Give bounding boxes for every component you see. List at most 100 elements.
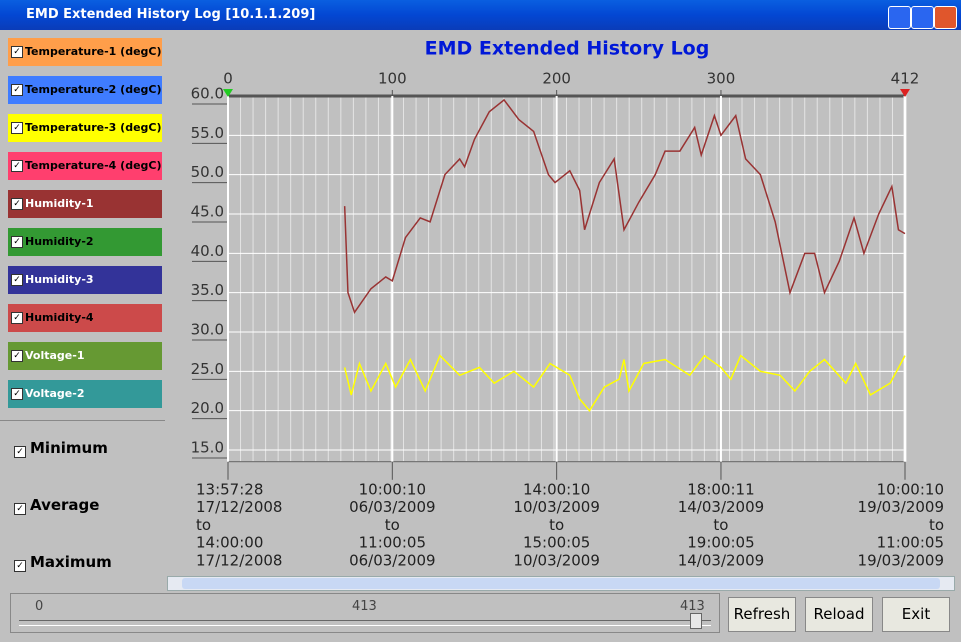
series-name: Humidity-3 [25, 273, 94, 286]
x-tick-label: 0 [223, 70, 233, 88]
horizontal-scrollbar[interactable] [167, 576, 955, 591]
x-tick-label: 200 [542, 70, 571, 88]
x-date-label: 06/03/2009 [349, 551, 435, 569]
series-name: Voltage-2 [25, 387, 85, 400]
x-date-label: 13:57:28 [196, 481, 263, 499]
checkbox[interactable]: ✓ [11, 236, 23, 248]
stat-toggle[interactable]: ✓ Minimum [14, 439, 108, 458]
checkbox[interactable]: ✓ [11, 350, 23, 362]
checkbox[interactable]: ✓ [14, 560, 26, 572]
series-toggle[interactable]: ✓ Humidity-1 [8, 190, 162, 218]
series-toggle[interactable]: ✓ Temperature-1 (degC) [8, 38, 162, 66]
separator [0, 420, 165, 421]
y-tick-label: 40.0 [191, 242, 224, 260]
checkbox[interactable]: ✓ [11, 388, 23, 400]
checkbox[interactable]: ✓ [14, 446, 26, 458]
button[interactable]: Refresh [728, 597, 796, 632]
series-toggle[interactable]: ✓ Temperature-4 (degC) [8, 152, 162, 180]
series-toggle[interactable]: ✓ Humidity-4 [8, 304, 162, 332]
slider-min-label: 0 [35, 599, 44, 614]
series-name: Humidity-4 [25, 311, 94, 324]
maximize-button[interactable] [911, 6, 934, 29]
y-tick-label: 45.0 [191, 203, 224, 221]
x-date-label: 15:00:05 [523, 534, 590, 552]
y-tick-label: 25.0 [191, 360, 224, 378]
y-tick-label: 30.0 [191, 321, 224, 339]
x-date-label: 11:00:05 [359, 534, 426, 552]
slider[interactable] [10, 593, 720, 633]
y-tick-label: 60.0 [191, 85, 224, 103]
checkbox[interactable]: ✓ [11, 312, 23, 324]
x-date-label: 14:00:10 [523, 481, 590, 499]
y-tick-label: 55.0 [191, 124, 224, 142]
x-date-label: 18:00:11 [687, 481, 754, 499]
series-toggle[interactable]: ✓ Humidity-3 [8, 266, 162, 294]
series-toggle[interactable]: ✓ Humidity-2 [8, 228, 162, 256]
slider-thumb[interactable] [690, 613, 702, 629]
checkbox[interactable]: ✓ [11, 122, 23, 134]
series-toggle[interactable]: ✓ Voltage-2 [8, 380, 162, 408]
button[interactable]: Exit [882, 597, 950, 632]
checkbox[interactable]: ✓ [11, 46, 23, 58]
stat-label: Average [30, 496, 100, 514]
x-date-label: 17/12/2008 [196, 551, 282, 569]
series-line [343, 354, 906, 412]
slider-max-label: 413 [680, 599, 705, 614]
bottom-panel: 0 413 413 Refresh Reload Exit [0, 592, 961, 642]
x-date-label: to [929, 516, 944, 534]
checkbox[interactable]: ✓ [11, 198, 23, 210]
series-name: Humidity-2 [25, 235, 94, 248]
series-name: Temperature-2 (degC) [25, 83, 162, 96]
button[interactable]: Reload [805, 597, 873, 632]
slider-track [19, 620, 711, 626]
end-marker [900, 89, 910, 97]
checkbox[interactable]: ✓ [11, 274, 23, 286]
window-title: EMD Extended History Log [10.1.1.209] [26, 7, 316, 22]
sidebar: ✓ Temperature-1 (degC) ✓ Temperature-2 (deg… [0, 30, 165, 590]
series-name: Temperature-3 (degC) [25, 121, 162, 134]
series-name: Temperature-1 (degC) [25, 45, 162, 58]
y-tick-label: 35.0 [191, 281, 224, 299]
y-tick-label: 20.0 [191, 399, 224, 417]
series-name: Temperature-4 (degC) [25, 159, 162, 172]
chart-title: EMD Extended History Log [425, 38, 710, 60]
y-tick-label: 15.0 [191, 439, 224, 457]
stat-toggle[interactable]: ✓ Maximum [14, 553, 112, 572]
title-bar: EMD Extended History Log [10.1.1.209] [0, 0, 961, 30]
checkbox[interactable]: ✓ [11, 160, 23, 172]
close-button[interactable] [934, 6, 957, 29]
scroll-thumb[interactable] [182, 578, 940, 589]
series-toggle[interactable]: ✓ Temperature-3 (degC) [8, 114, 162, 142]
x-date-label: to [713, 516, 728, 534]
stat-label: Minimum [30, 439, 108, 457]
checkbox[interactable]: ✓ [11, 84, 23, 96]
x-date-label: 06/03/2009 [349, 498, 435, 516]
x-tick-label: 300 [707, 70, 736, 88]
x-date-label: 10/03/2009 [513, 551, 599, 569]
checkbox[interactable]: ✓ [14, 503, 26, 515]
x-date-label: to [385, 516, 400, 534]
x-date-label: to [549, 516, 564, 534]
series-name: Humidity-1 [25, 197, 94, 210]
x-date-label: 19/03/2009 [858, 551, 944, 569]
series-toggle[interactable]: ✓ Temperature-2 (degC) [8, 76, 162, 104]
x-date-label: 10:00:10 [359, 481, 426, 499]
slider-value-label: 413 [352, 599, 377, 614]
y-tick-label: 50.0 [191, 163, 224, 181]
minimize-button[interactable] [888, 6, 911, 29]
x-date-label: 14:00:00 [196, 534, 263, 552]
x-date-label: 10:00:10 [877, 481, 944, 499]
series-toggle[interactable]: ✓ Voltage-1 [8, 342, 162, 370]
x-date-label: 17/12/2008 [196, 498, 282, 516]
stat-toggle[interactable]: ✓ Average [14, 496, 100, 515]
x-date-label: 10/03/2009 [513, 498, 599, 516]
x-date-label: 19/03/2009 [858, 498, 944, 516]
series-name: Voltage-1 [25, 349, 85, 362]
stat-label: Maximum [30, 553, 112, 571]
x-tick-label: 100 [378, 70, 407, 88]
series-line [343, 98, 906, 314]
x-date-label: to [196, 516, 211, 534]
x-date-label: 19:00:05 [687, 534, 754, 552]
x-date-label: 14/03/2009 [678, 498, 764, 516]
